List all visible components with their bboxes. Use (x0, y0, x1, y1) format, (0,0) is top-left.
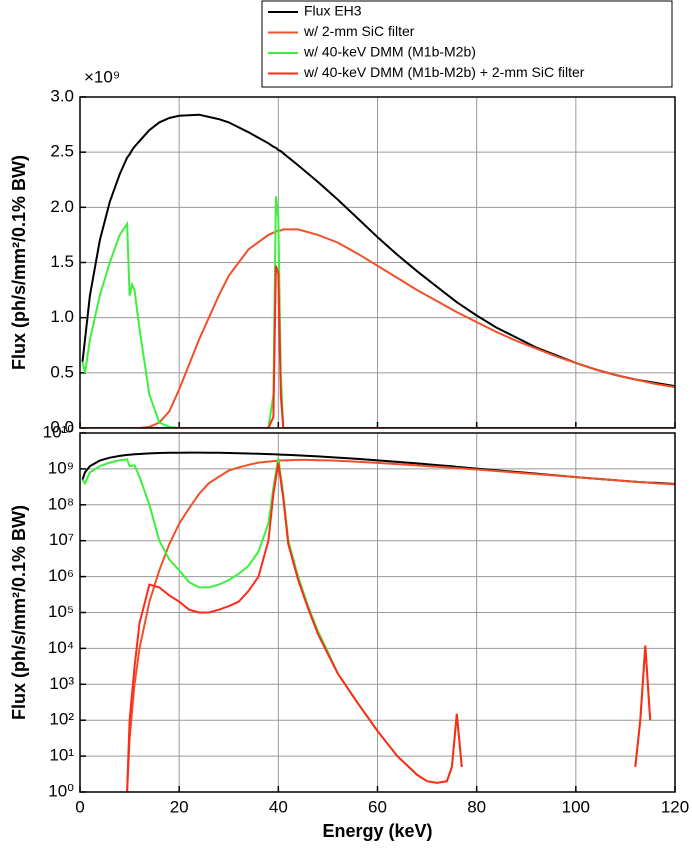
series-line (81, 196, 675, 428)
x-axis-label: Energy (keV) (322, 821, 432, 841)
y-tick-label: 10¹ (49, 746, 74, 765)
series-line (81, 113, 675, 388)
y-tick-label: 0.0 (50, 417, 74, 436)
series-line (81, 451, 675, 485)
y-tick-label: 10⁸ (48, 494, 74, 513)
legend-label: w/ 40-keV DMM (M1b-M2b) + 2-mm SiC filte… (303, 64, 585, 80)
y-tick-label: 3.0 (50, 86, 74, 105)
legend-label: Flux EH3 (304, 3, 362, 19)
y-tick-label: 1.5 (50, 252, 74, 271)
plot-frame (79, 96, 676, 429)
y-tick-label: 10⁴ (48, 638, 74, 657)
series-line (82, 265, 675, 428)
x-tick-label: 0 (75, 797, 84, 816)
y-tick-label: 2.5 (50, 142, 74, 161)
y-axis-label: Flux (ph/s/mm²/0.1% BW) (9, 155, 29, 370)
y-tick-label: 10⁹ (48, 458, 74, 477)
y-tick-label: 10¹⁰ (43, 422, 75, 441)
y-tick-label: 0.5 (50, 362, 74, 381)
x-tick-label: 60 (368, 797, 387, 816)
legend-label: w/ 2-mm SiC filter (303, 23, 415, 39)
y-tick-label: 10⁵ (48, 602, 74, 621)
y-tick-label: 10² (49, 710, 74, 729)
y-tick-label: 10⁶ (48, 566, 74, 585)
x-tick-label: 40 (269, 797, 288, 816)
legend: Flux EH3 w/ 2-mm SiC filter w/ 40-keV DMM … (268, 3, 585, 80)
x-tick-label: 100 (562, 797, 590, 816)
series-line (81, 457, 652, 784)
y-tick-label: 1.0 (50, 307, 74, 326)
series-line (126, 458, 675, 792)
series-line (126, 462, 652, 792)
y-axis-label: Flux (ph/s/mm²/0.1% BW) (9, 505, 29, 720)
x-tick-label: 80 (467, 797, 486, 816)
x-tick-label: 20 (170, 797, 189, 816)
legend-box (261, 0, 673, 88)
y-tick-label: 10³ (49, 674, 74, 693)
y-multiplier: ×10⁹ (84, 67, 120, 86)
legend-label: w/ 40-keV DMM (M1b-M2b) (303, 44, 476, 60)
y-tick-label: 2.0 (50, 197, 74, 216)
x-tick-label: 120 (661, 797, 689, 816)
y-tick-label: 10⁷ (49, 530, 74, 549)
series-line (82, 228, 675, 428)
plot-frame (79, 432, 676, 793)
y-tick-label: 10⁰ (48, 781, 74, 800)
